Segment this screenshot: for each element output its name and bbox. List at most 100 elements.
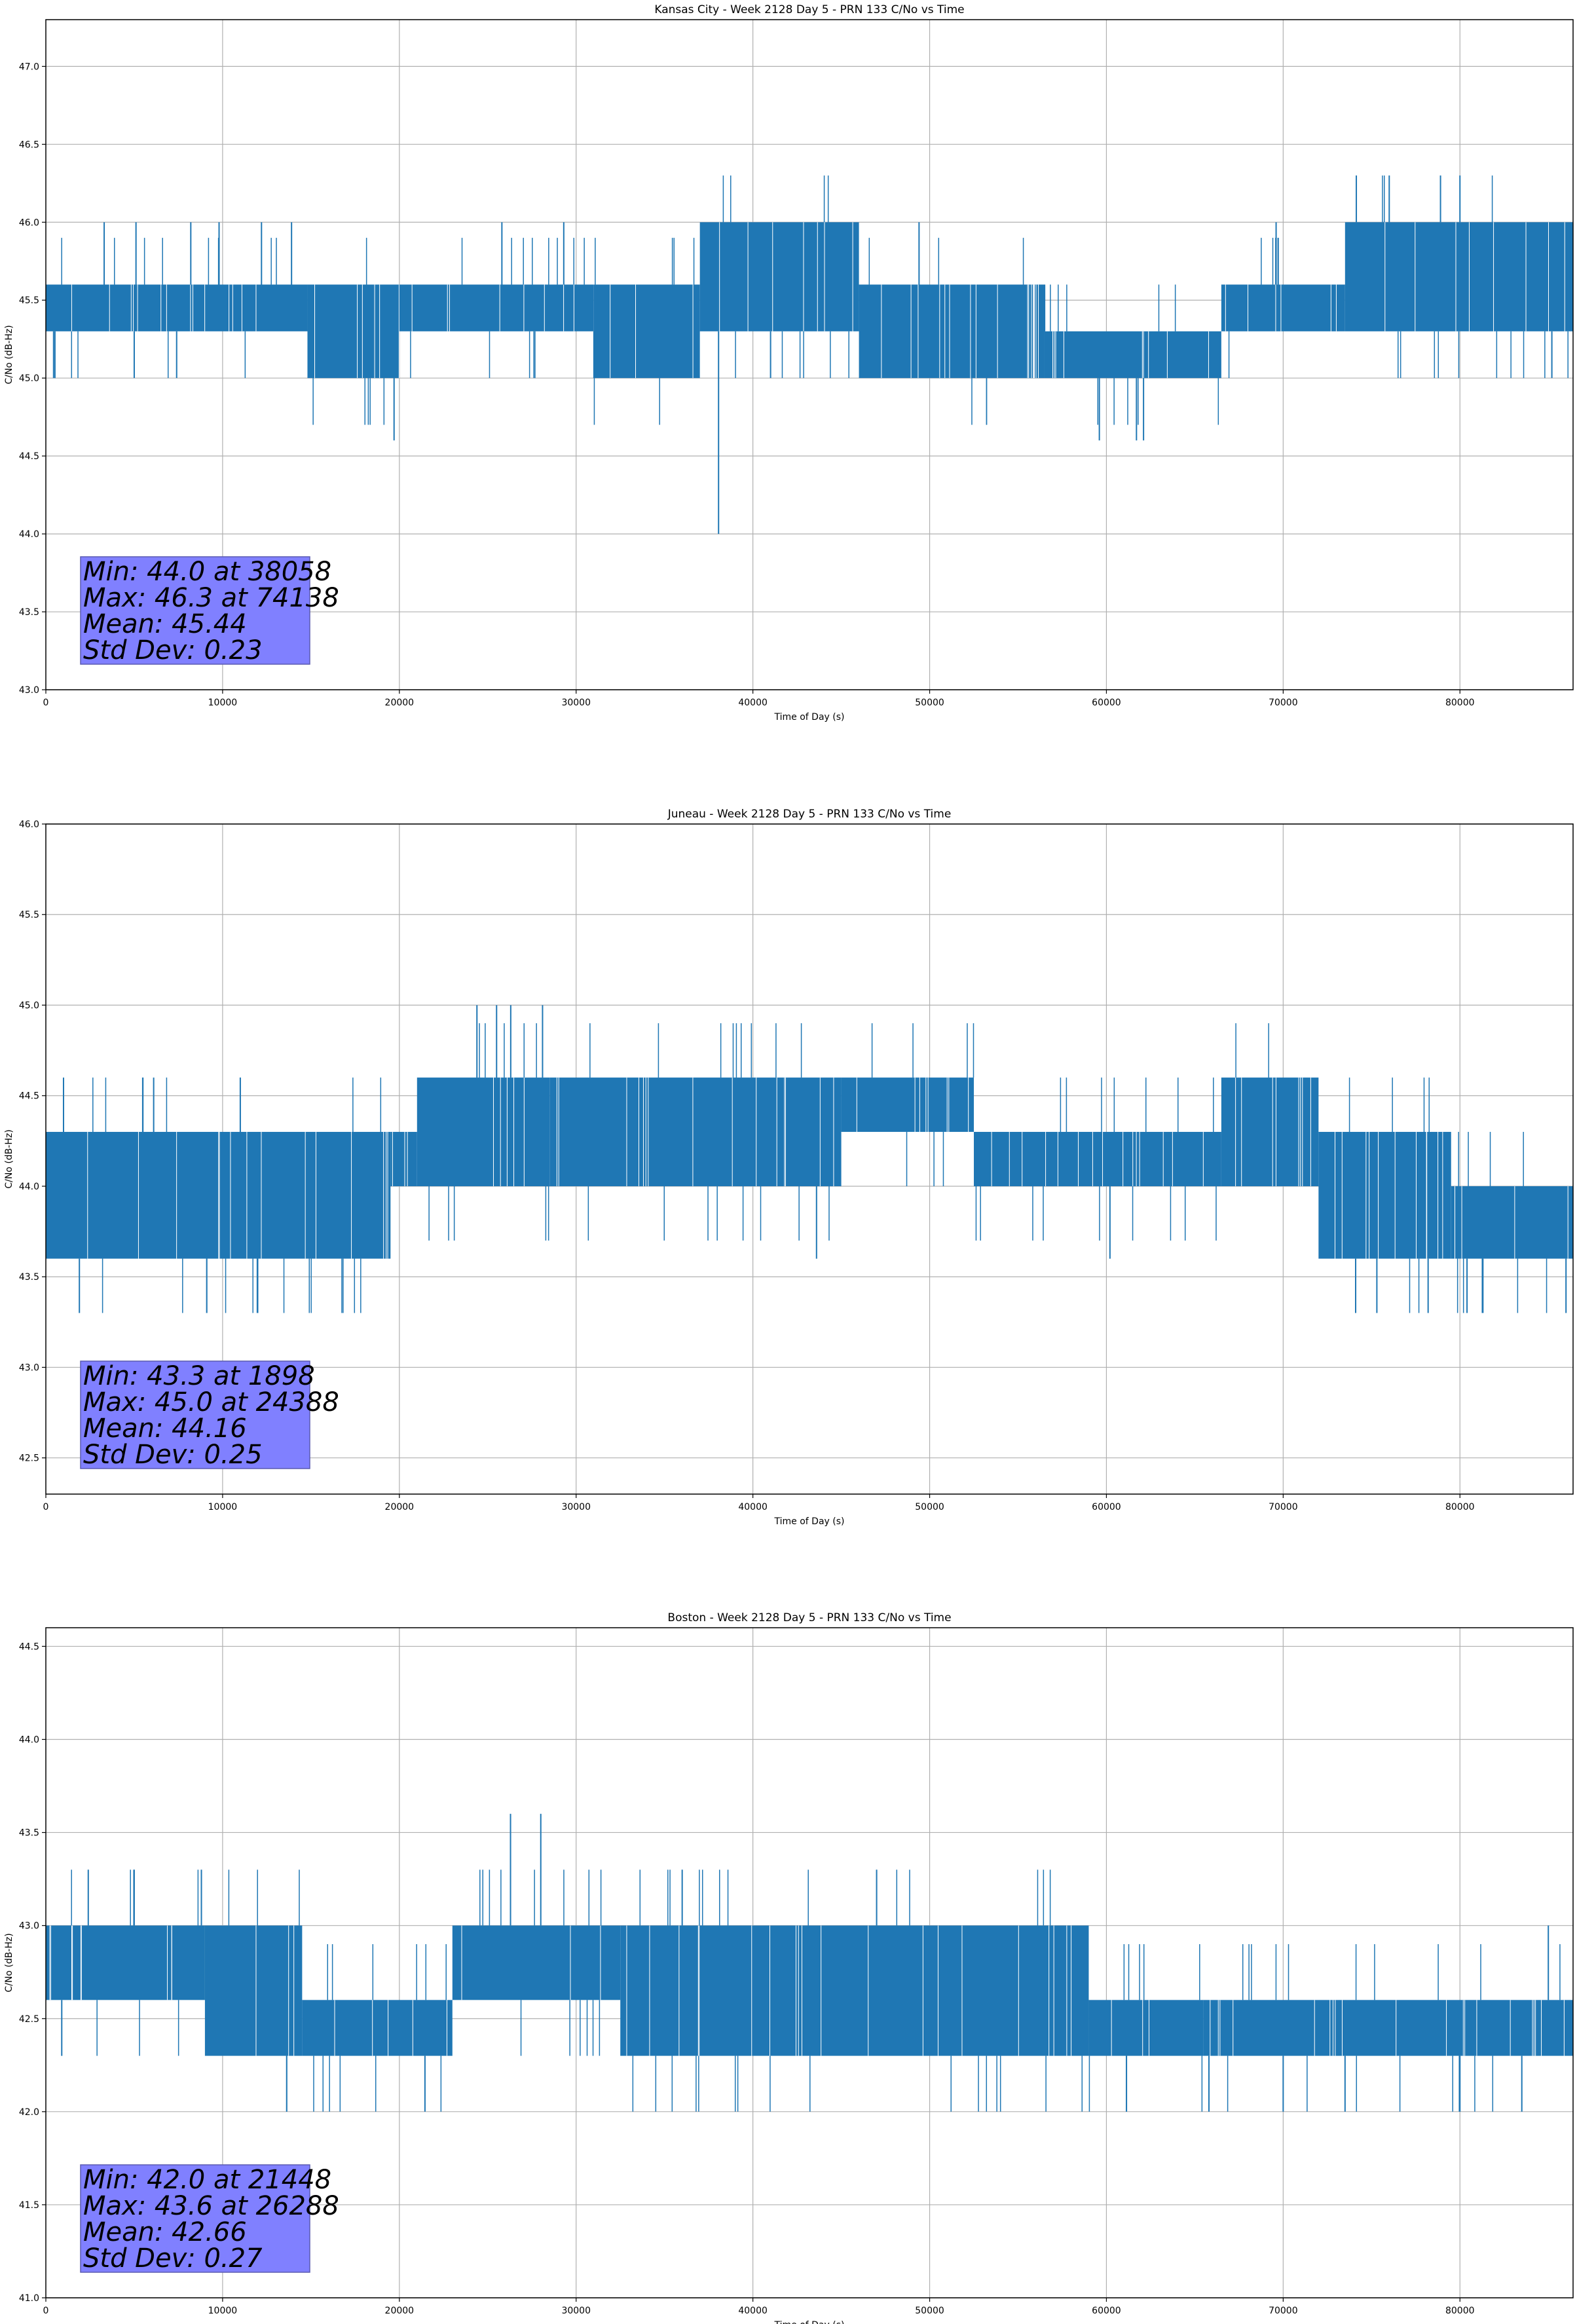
x-tick-label: 40000 bbox=[738, 2306, 768, 2316]
stats-line: Mean: 42.66 bbox=[83, 2217, 247, 2247]
y-tick-label: 43.0 bbox=[19, 1362, 39, 1373]
axes-frame bbox=[45, 1627, 1574, 2298]
stats-line: Std Dev: 0.25 bbox=[83, 1440, 263, 1470]
y-tick-label: 45.5 bbox=[19, 295, 39, 306]
series-band bbox=[699, 222, 859, 331]
series-band bbox=[302, 2000, 453, 2056]
series-band bbox=[204, 1925, 303, 2056]
series-band bbox=[1451, 1186, 1573, 1259]
y-tick-label: 42.5 bbox=[19, 2014, 39, 2025]
x-tick-label: 20000 bbox=[385, 1502, 415, 1512]
stats-line: Std Dev: 0.27 bbox=[83, 2243, 263, 2274]
subplots: 0 10000 20000 30000 40000 50000 60000 70000 8000… bbox=[4, 3, 1574, 2324]
x-tick-label: 0 bbox=[43, 1502, 49, 1512]
x-tick-label: 10000 bbox=[208, 698, 238, 708]
stats-line: Max: 45.0 at 24388 bbox=[83, 1387, 339, 1417]
stats-box bbox=[80, 2164, 310, 2273]
y-tick-label: 46.0 bbox=[19, 819, 39, 830]
x-tick-label: 60000 bbox=[1092, 1502, 1121, 1512]
stats-line: Max: 43.6 at 26288 bbox=[83, 2191, 339, 2221]
x-tick-label: 30000 bbox=[561, 2306, 591, 2316]
y-axis-label: C/No (dB-Hz) bbox=[4, 1129, 14, 1188]
x-tick-label: 60000 bbox=[1092, 2306, 1121, 2316]
axes-frame bbox=[45, 823, 1574, 1495]
x-tick-label: 80000 bbox=[1445, 1502, 1475, 1512]
series-band bbox=[46, 284, 308, 331]
y-tick-label: 44.0 bbox=[19, 529, 39, 540]
x-tick-label: 70000 bbox=[1269, 2306, 1298, 2316]
x-tick-label: 10000 bbox=[208, 2306, 238, 2316]
series-band bbox=[1203, 2000, 1573, 2056]
x-axis-label: Time of Day (s) bbox=[774, 2320, 845, 2324]
y-tick-label: 43.5 bbox=[19, 607, 39, 618]
series-band bbox=[859, 284, 1045, 379]
x-tick-label: 50000 bbox=[915, 698, 944, 708]
series-band bbox=[841, 1078, 974, 1133]
x-tick-label: 0 bbox=[43, 2306, 49, 2316]
x-tick-label: 40000 bbox=[738, 698, 768, 708]
stats-line: Min: 44.0 at 38058 bbox=[83, 557, 331, 587]
stats-line: Min: 42.0 at 21448 bbox=[83, 2165, 331, 2195]
y-tick-label: 44.0 bbox=[19, 1735, 39, 1746]
stats-line: Mean: 45.44 bbox=[83, 609, 247, 639]
series-band bbox=[307, 284, 399, 379]
series-band bbox=[1044, 331, 1221, 379]
axes-frame bbox=[45, 19, 1574, 690]
subplot-2: 0 10000 20000 30000 40000 50000 60000 70000 8000… bbox=[4, 808, 1574, 1527]
x-tick-label: 50000 bbox=[915, 1502, 944, 1512]
y-tick-label: 44.5 bbox=[19, 451, 39, 462]
y-tick-label: 44.5 bbox=[19, 1091, 39, 1102]
series-band bbox=[593, 284, 700, 379]
series-band bbox=[46, 1925, 205, 2000]
x-tick-label: 30000 bbox=[561, 698, 591, 708]
x-tick-label: 20000 bbox=[385, 2306, 415, 2316]
chart-title: Juneau - Week 2128 Day 5 - PRN 133 C/No … bbox=[667, 808, 952, 821]
x-tick-label: 80000 bbox=[1445, 698, 1475, 708]
chart-title: Boston - Week 2128 Day 5 - PRN 133 C/No … bbox=[667, 1611, 951, 1624]
x-tick-label: 30000 bbox=[561, 1502, 591, 1512]
stats-line: Std Dev: 0.23 bbox=[83, 635, 263, 665]
series-band bbox=[1221, 284, 1345, 331]
x-tick-label: 0 bbox=[43, 698, 49, 708]
y-tick-label: 45.0 bbox=[19, 1000, 39, 1011]
y-tick-label: 43.5 bbox=[19, 1828, 39, 1839]
x-axis-label: Time of Day (s) bbox=[774, 1516, 845, 1527]
y-tick-label: 42.5 bbox=[19, 1453, 39, 1464]
subplot-1: 0 10000 20000 30000 40000 50000 60000 70000 8000… bbox=[4, 3, 1574, 722]
stats-line: Min: 43.3 at 1898 bbox=[83, 1361, 315, 1391]
x-tick-label: 50000 bbox=[915, 2306, 944, 2316]
stats-box bbox=[80, 556, 310, 665]
stats-line: Max: 46.3 at 74138 bbox=[83, 583, 339, 613]
y-tick-label: 42.0 bbox=[19, 2107, 39, 2118]
series-band bbox=[399, 284, 594, 331]
x-tick-label: 80000 bbox=[1445, 2306, 1475, 2316]
y-tick-label: 46.5 bbox=[19, 140, 39, 150]
series-band bbox=[549, 1078, 842, 1186]
series-band bbox=[417, 1078, 550, 1186]
subplot-3: 0 10000 20000 30000 40000 50000 60000 70000 8000… bbox=[4, 1611, 1574, 2324]
y-axis-label: C/No (dB-Hz) bbox=[4, 1933, 14, 1992]
y-tick-label: 43.0 bbox=[19, 685, 39, 696]
series-band bbox=[1345, 222, 1573, 331]
y-tick-label: 44.0 bbox=[19, 1182, 39, 1192]
x-tick-label: 70000 bbox=[1269, 698, 1298, 708]
x-tick-label: 10000 bbox=[208, 1502, 238, 1512]
y-tick-label: 45.0 bbox=[19, 373, 39, 384]
series-band bbox=[452, 1925, 621, 2000]
series-band bbox=[1221, 1078, 1319, 1186]
series-band bbox=[974, 1132, 1221, 1186]
x-tick-label: 60000 bbox=[1092, 698, 1121, 708]
series-band bbox=[1088, 2000, 1204, 2056]
x-tick-label: 20000 bbox=[385, 698, 415, 708]
y-tick-label: 44.5 bbox=[19, 1641, 39, 1652]
data-layer bbox=[46, 175, 1573, 534]
y-tick-label: 41.5 bbox=[19, 2200, 39, 2211]
x-axis-label: Time of Day (s) bbox=[774, 712, 845, 722]
y-tick-label: 41.0 bbox=[19, 2293, 39, 2304]
y-tick-label: 43.0 bbox=[19, 1921, 39, 1932]
series-band bbox=[1318, 1132, 1451, 1259]
data-layer bbox=[46, 1814, 1573, 2112]
series-band bbox=[46, 1132, 391, 1259]
x-tick-label: 70000 bbox=[1269, 1502, 1298, 1512]
